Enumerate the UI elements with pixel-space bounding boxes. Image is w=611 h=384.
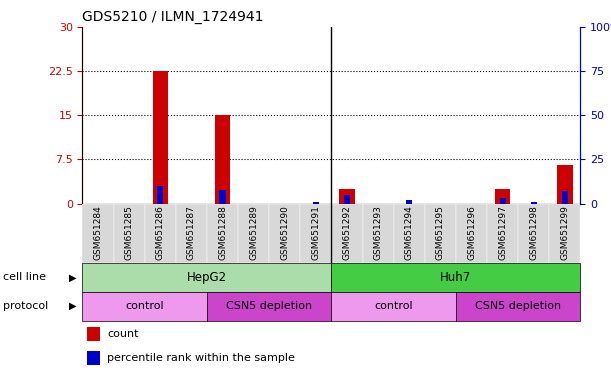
Text: GDS5210 / ILMN_1724941: GDS5210 / ILMN_1724941 — [82, 10, 264, 25]
Text: CSN5 depletion: CSN5 depletion — [226, 301, 312, 311]
Text: cell line: cell line — [3, 272, 46, 283]
Text: GSM651290: GSM651290 — [280, 205, 289, 260]
Text: count: count — [108, 329, 139, 339]
Bar — [207, 292, 331, 321]
Bar — [214, 115, 230, 204]
Text: ▶: ▶ — [69, 301, 76, 311]
Bar — [500, 198, 506, 204]
Bar — [518, 204, 549, 263]
Bar — [557, 165, 573, 204]
Bar — [82, 263, 331, 292]
Text: control: control — [375, 301, 413, 311]
Text: GSM651299: GSM651299 — [560, 205, 569, 260]
Bar — [331, 263, 580, 292]
Bar — [406, 200, 412, 204]
Bar — [176, 204, 207, 263]
Text: CSN5 depletion: CSN5 depletion — [475, 301, 562, 311]
Text: GSM651294: GSM651294 — [404, 205, 414, 260]
Text: HepG2: HepG2 — [187, 271, 227, 284]
Text: GSM651298: GSM651298 — [529, 205, 538, 260]
Text: GSM651292: GSM651292 — [343, 205, 351, 260]
Text: GSM651288: GSM651288 — [218, 205, 227, 260]
Bar — [153, 71, 168, 204]
Bar — [331, 204, 362, 263]
Text: GSM651296: GSM651296 — [467, 205, 476, 260]
Text: GSM651293: GSM651293 — [374, 205, 382, 260]
Bar — [549, 204, 580, 263]
Text: percentile rank within the sample: percentile rank within the sample — [108, 353, 295, 362]
Bar — [344, 195, 350, 204]
Bar — [82, 292, 207, 321]
Bar — [219, 190, 225, 204]
Text: control: control — [125, 301, 164, 311]
Text: GSM651287: GSM651287 — [187, 205, 196, 260]
Text: GSM651297: GSM651297 — [498, 205, 507, 260]
Bar — [157, 186, 163, 204]
Text: GSM651289: GSM651289 — [249, 205, 258, 260]
Text: protocol: protocol — [3, 301, 48, 311]
Bar — [339, 189, 355, 204]
Text: GSM651295: GSM651295 — [436, 205, 445, 260]
Bar — [207, 204, 238, 263]
Bar — [114, 204, 145, 263]
Bar — [301, 204, 331, 263]
Text: Huh7: Huh7 — [441, 271, 472, 284]
Bar — [562, 191, 568, 204]
Bar — [487, 204, 518, 263]
Bar — [393, 204, 425, 263]
Bar — [145, 204, 176, 263]
Bar — [456, 292, 580, 321]
Bar — [362, 204, 393, 263]
Bar — [331, 292, 456, 321]
Text: GSM651286: GSM651286 — [156, 205, 165, 260]
Text: GSM651284: GSM651284 — [93, 205, 103, 260]
Bar — [425, 204, 456, 263]
Text: GSM651291: GSM651291 — [312, 205, 320, 260]
Bar — [238, 204, 269, 263]
Bar — [495, 189, 510, 204]
Bar — [530, 202, 537, 204]
Bar — [87, 351, 100, 364]
Bar — [456, 204, 487, 263]
Bar — [87, 327, 100, 341]
Text: GSM651285: GSM651285 — [125, 205, 134, 260]
Bar — [313, 202, 319, 204]
Text: ▶: ▶ — [69, 272, 76, 283]
Bar — [82, 204, 114, 263]
Bar — [269, 204, 301, 263]
